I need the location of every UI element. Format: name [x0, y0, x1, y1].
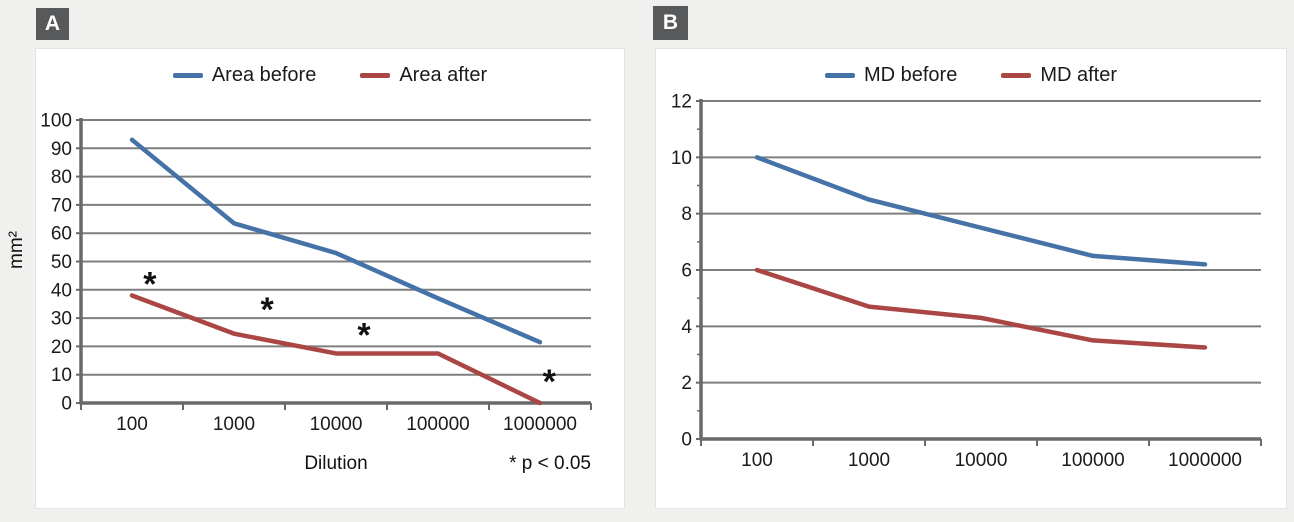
significance-note: * p < 0.05	[509, 453, 591, 474]
y-tick-label: 2	[681, 373, 692, 394]
legend-dash-icon	[360, 72, 391, 78]
y-tick-label: 4	[681, 317, 692, 338]
series-line-md-before	[754, 155, 1208, 267]
x-tick-label: 1000	[848, 450, 890, 471]
series-line-md-after	[754, 267, 1208, 350]
y-axis-title-mm2: mm²	[6, 231, 27, 269]
y-tick-label: 40	[51, 280, 72, 301]
legend-label: Area before	[211, 64, 317, 86]
chart-b-legend: MD before MD after	[656, 61, 1286, 89]
x-tick-label: 100000	[1061, 450, 1124, 471]
x-tick-label: 1000	[213, 414, 255, 435]
legend-dash-icon	[824, 72, 855, 78]
panel-b-badge: B	[653, 6, 688, 40]
x-tick-label: 100	[116, 414, 148, 435]
y-tick-label: 100	[40, 111, 72, 132]
y-tick-label: 90	[51, 139, 72, 160]
series-line-area-after	[129, 293, 543, 406]
legend-item-md-after: MD after	[1001, 65, 1117, 85]
y-tick-label: 8	[681, 204, 692, 225]
y-tick-label: 70	[51, 195, 72, 216]
chart-panel-a: Area before Area after 0 10 20 30 40 50 60 70 80 9…	[35, 48, 625, 509]
y-tick-label: 0	[61, 394, 72, 415]
legend-dash-icon	[172, 72, 203, 78]
y-tick-label: 30	[51, 309, 72, 330]
legend-dash-icon	[1001, 72, 1032, 78]
x-tick-label: 1000000	[1168, 450, 1242, 471]
series-line-area-before	[129, 137, 543, 345]
y-tick-label: 60	[51, 224, 72, 245]
significance-asterisk: *	[357, 316, 371, 354]
legend-item-md-before: MD before	[824, 64, 958, 86]
y-tick-label: 20	[51, 337, 72, 358]
x-tick-label: 100000	[406, 414, 469, 435]
significance-asterisk: *	[143, 265, 157, 303]
chart-a-footer: Dilution * p < 0.05	[81, 453, 591, 479]
x-tick-label: 100	[741, 450, 773, 471]
chart-a-legend: Area before Area after	[36, 61, 624, 89]
y-tick-label: 10	[671, 148, 692, 169]
x-tick-label: 10000	[955, 450, 1008, 471]
legend-label: MD after	[1040, 64, 1118, 86]
line-chart-a: 0 10 20 30 40 50 60 70 80 90 100 100 1000 10000 100000…	[40, 111, 592, 435]
y-tick-label: 50	[51, 252, 72, 273]
y-tick-label: 80	[51, 167, 72, 188]
line-chart-b: 0 2 4 6 8 10 12 100 1000 10000 100000 1000000	[671, 92, 1262, 471]
panel-a-badge: A	[36, 8, 69, 40]
x-axis-title-dilution: Dilution	[304, 453, 368, 474]
legend-item-area-after: Area after	[360, 65, 487, 85]
legend-label: MD before	[863, 64, 958, 86]
legend-item-area-before: Area before	[172, 64, 317, 86]
y-tick-label: 10	[51, 365, 72, 386]
x-tick-label: 10000	[310, 414, 363, 435]
significance-asterisk: *	[543, 363, 557, 401]
legend-label: Area after	[399, 64, 488, 86]
y-tick-label: 6	[681, 261, 692, 282]
chart-panel-b: MD before MD after 0 2 4 6 8 10 12 100 1000 10000 1…	[655, 48, 1287, 509]
y-tick-label: 0	[681, 430, 692, 451]
significance-asterisk: *	[261, 291, 275, 329]
x-tick-label: 1000000	[503, 414, 577, 435]
y-tick-label: 12	[671, 92, 692, 113]
